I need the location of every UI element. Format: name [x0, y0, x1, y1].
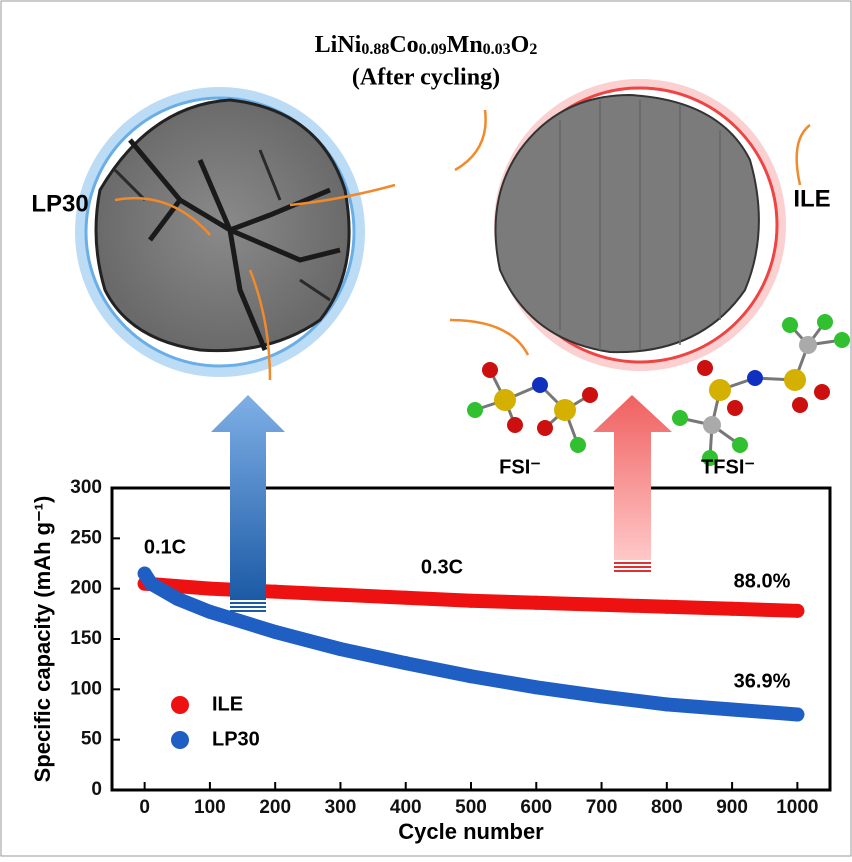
data-point	[137, 566, 152, 581]
y-tick-label: 250	[70, 527, 102, 548]
x-tick-label: 0	[139, 797, 150, 818]
anion-label: TFSI⁻	[701, 456, 755, 478]
legend-marker	[171, 731, 189, 749]
x-tick-label: 100	[194, 797, 226, 818]
data-point	[170, 591, 185, 606]
data-point	[464, 593, 478, 608]
data-point	[398, 656, 413, 671]
y-axis-label: Specific capacity (mAh g⁻¹)	[30, 496, 55, 783]
formula-part: O	[511, 32, 530, 58]
data-point	[202, 581, 217, 596]
data-point	[790, 603, 805, 618]
x-tick-label: 500	[455, 797, 487, 818]
image-label: ILE	[793, 185, 830, 212]
plot: 0 50 100 150 200 250 300 0 100 200 300 400 500 600 700…	[30, 477, 832, 844]
data-point	[529, 595, 544, 610]
formula-subscript: 0.88	[361, 41, 389, 58]
fsi-molecule	[467, 362, 598, 453]
y-tick-label: 200	[70, 578, 102, 599]
formula-part: Mn	[447, 32, 483, 58]
data-point	[333, 587, 348, 602]
annotation: 0.1C	[144, 536, 186, 558]
x-tick-label: 800	[651, 797, 683, 818]
formula-subscript: 0.03	[483, 41, 511, 58]
annotation: 36.9%	[734, 670, 791, 692]
data-point	[529, 680, 544, 695]
legend-label: LP30	[212, 728, 260, 750]
subtitle: (After cycling)	[352, 65, 500, 91]
x-tick-label: 600	[520, 797, 552, 818]
data-point	[725, 702, 740, 717]
y-tick-label: 50	[81, 729, 102, 750]
y-tick-label: 300	[70, 477, 102, 498]
formula-subscript: 0.09	[419, 41, 447, 58]
data-point	[333, 642, 348, 657]
data-point	[268, 584, 283, 599]
legend-label: ILE	[212, 693, 243, 715]
annotation: 0.3C	[421, 556, 463, 578]
x-tick-label: 200	[259, 797, 291, 818]
x-axis-label: Cycle number	[398, 819, 544, 844]
y-tick-label: 150	[70, 628, 102, 649]
formula-subscript: 2	[529, 41, 537, 58]
data-point	[398, 590, 413, 605]
tfsi-molecule	[672, 314, 850, 466]
data-point	[268, 624, 283, 639]
ile-particle-image	[449, 79, 811, 371]
lp30-particle-image	[75, 87, 396, 381]
data-point	[202, 604, 217, 619]
legend-marker	[171, 696, 189, 714]
y-tick-label: 100	[70, 678, 102, 699]
x-tick-label: 300	[325, 797, 357, 818]
formula-part: Co	[389, 32, 418, 58]
x-tick-label: 1000	[776, 797, 818, 818]
data-point	[659, 697, 674, 712]
formula-title: LiNi0.88Co0.09Mn0.03O2	[315, 32, 538, 59]
anion-label: FSI⁻	[499, 456, 541, 478]
data-point	[144, 576, 159, 591]
y-tick-label: 0	[91, 779, 102, 800]
data-point	[790, 707, 805, 722]
image-label: LP30	[31, 190, 88, 217]
x-tick-label: 700	[586, 797, 618, 818]
data-point	[594, 689, 609, 704]
data-point	[594, 597, 609, 612]
formula-part: LiNi	[315, 32, 362, 58]
x-tick-label: 400	[390, 797, 422, 818]
annotation: 88.0%	[734, 570, 791, 592]
data-point	[659, 599, 674, 614]
data-point	[464, 669, 478, 684]
x-tick-label: 900	[716, 797, 748, 818]
data-point	[725, 601, 740, 616]
arrows	[211, 395, 672, 612]
